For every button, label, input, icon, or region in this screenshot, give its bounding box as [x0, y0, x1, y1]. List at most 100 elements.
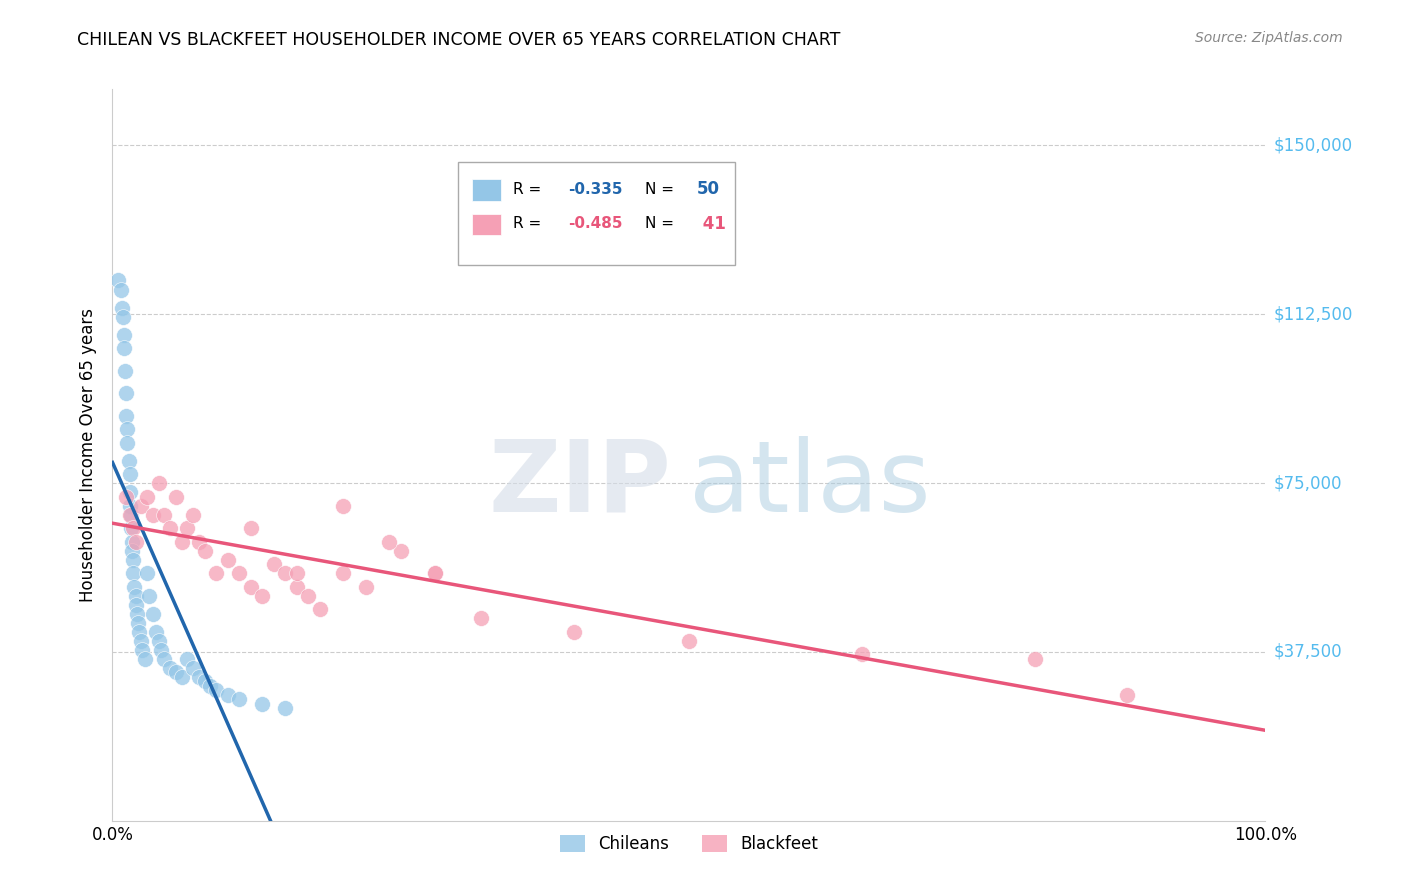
Text: $112,500: $112,500 [1274, 305, 1353, 323]
Point [136, 490, 159, 504]
Point [470, 611, 492, 625]
Point [148, 476, 170, 491]
Point [332, 499, 354, 513]
Point [117, 435, 139, 450]
Point [165, 665, 187, 679]
Point [851, 647, 873, 661]
Text: CHILEAN VS BLACKFEET HOUSEHOLDER INCOME OVER 65 YEARS CORRELATION CHART: CHILEAN VS BLACKFEET HOUSEHOLDER INCOME … [77, 31, 841, 49]
Point [128, 624, 150, 639]
Point [228, 566, 250, 580]
Text: N =: N = [645, 216, 679, 231]
Point [117, 422, 139, 436]
Text: atlas: atlas [689, 435, 931, 533]
Point [142, 607, 165, 621]
Point [124, 589, 146, 603]
Point [285, 566, 308, 580]
Point [354, 580, 377, 594]
Point [274, 566, 297, 580]
Point [205, 566, 228, 580]
Point [309, 602, 332, 616]
Point [562, 624, 585, 639]
Point [124, 598, 146, 612]
Point [148, 633, 170, 648]
Point [252, 697, 274, 711]
Point [176, 651, 198, 665]
Point [176, 521, 198, 535]
Point [217, 552, 239, 566]
Point [136, 566, 159, 580]
Point [228, 692, 250, 706]
Point [112, 327, 135, 342]
Point [194, 674, 217, 689]
Point [117, 453, 139, 467]
Point [131, 642, 153, 657]
Text: N =: N = [645, 182, 679, 197]
Point [122, 566, 145, 580]
Point [121, 534, 143, 549]
Text: 50: 50 [697, 180, 720, 198]
Y-axis label: Householder Income Over 65 years: Householder Income Over 65 years [79, 308, 97, 602]
Point [122, 552, 145, 566]
Point [188, 670, 211, 684]
Point [129, 633, 153, 648]
Point [138, 589, 160, 603]
Point [118, 499, 141, 513]
Point [111, 310, 134, 324]
Point [425, 566, 447, 580]
Point [112, 341, 135, 355]
Text: Source: ZipAtlas.com: Source: ZipAtlas.com [1195, 31, 1343, 45]
Point [170, 670, 193, 684]
Point [115, 386, 138, 401]
Point [134, 651, 156, 665]
Point [115, 490, 138, 504]
Point [110, 283, 132, 297]
Point [159, 660, 181, 674]
Point [274, 701, 297, 715]
Point [170, 534, 193, 549]
Point [118, 485, 141, 500]
Point [181, 660, 204, 674]
Point [153, 508, 176, 522]
Point [122, 521, 145, 535]
Point [188, 534, 211, 549]
Point [297, 589, 319, 603]
Point [159, 521, 181, 535]
Legend: Chileans, Blackfeet: Chileans, Blackfeet [553, 829, 825, 860]
Point [1116, 688, 1139, 702]
Point [127, 615, 149, 630]
Point [124, 534, 146, 549]
Text: $37,500: $37,500 [1274, 643, 1343, 661]
Point [149, 642, 172, 657]
FancyBboxPatch shape [472, 179, 501, 201]
FancyBboxPatch shape [472, 213, 501, 235]
Point [425, 566, 447, 580]
Point [145, 624, 167, 639]
Point [181, 508, 204, 522]
Point [107, 273, 129, 287]
Point [118, 467, 141, 481]
Text: R =: R = [513, 182, 546, 197]
Point [129, 499, 153, 513]
Text: 41: 41 [697, 215, 725, 233]
Point [285, 580, 308, 594]
Text: -0.485: -0.485 [568, 216, 623, 231]
Point [118, 508, 141, 522]
Point [378, 534, 401, 549]
Point [200, 679, 222, 693]
Point [239, 580, 262, 594]
Point [153, 651, 176, 665]
Point [114, 363, 136, 377]
Point [165, 490, 187, 504]
Point [239, 521, 262, 535]
Text: $75,000: $75,000 [1274, 474, 1343, 492]
Point [332, 566, 354, 580]
Point [205, 683, 228, 698]
Text: ZIP: ZIP [489, 435, 672, 533]
Point [252, 589, 274, 603]
Point [142, 508, 165, 522]
FancyBboxPatch shape [458, 162, 735, 265]
Point [115, 409, 138, 423]
Point [389, 543, 412, 558]
Text: $150,000: $150,000 [1274, 136, 1353, 154]
Point [124, 580, 146, 594]
